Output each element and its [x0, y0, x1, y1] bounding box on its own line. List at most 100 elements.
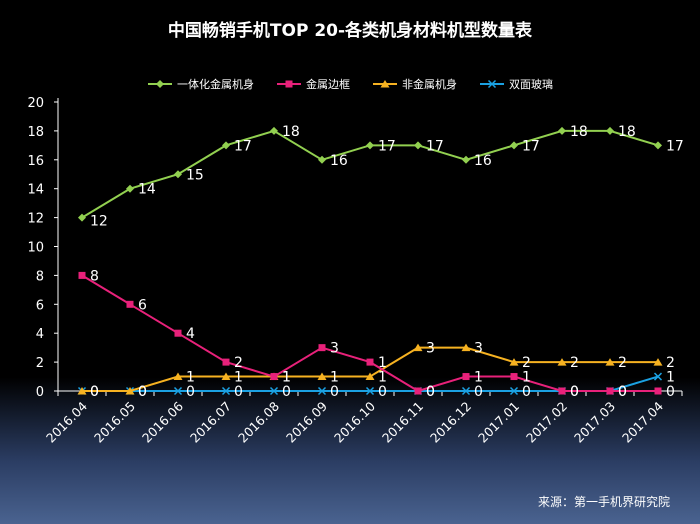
- data-label: 0: [570, 384, 579, 400]
- data-point: [78, 271, 86, 279]
- data-point: [414, 141, 422, 150]
- data-point: [318, 344, 326, 352]
- data-point: [317, 372, 327, 381]
- data-label: 2: [570, 355, 579, 371]
- data-label: 17: [666, 138, 684, 154]
- legend-item: 双面玻璃: [479, 75, 553, 93]
- y-tick-label: 4: [36, 327, 44, 342]
- data-point: [125, 387, 135, 395]
- data-label: 0: [90, 384, 99, 400]
- data-point: [126, 300, 134, 308]
- data-label: 14: [138, 182, 156, 198]
- data-point: [510, 373, 518, 381]
- data-label: 18: [282, 124, 300, 140]
- data-point: [461, 343, 471, 352]
- data-point: [221, 386, 231, 396]
- data-label: 17: [522, 138, 540, 154]
- data-point: [605, 358, 615, 366]
- data-point: [174, 329, 182, 337]
- data-label: 0: [90, 384, 99, 400]
- data-label: 1: [282, 370, 291, 386]
- data-point: [270, 373, 278, 381]
- data-point: [366, 141, 374, 150]
- data-point: [365, 386, 375, 396]
- data-point: [654, 141, 662, 150]
- data-point: [510, 141, 518, 150]
- x-tick-label: 2017.01: [475, 399, 522, 446]
- data-point: [557, 358, 567, 366]
- legend-swatch: [480, 79, 504, 89]
- x-tick-label: 2016.11: [379, 399, 426, 446]
- data-label: 3: [330, 341, 339, 357]
- data-point: [173, 372, 183, 381]
- data-label: 0: [138, 384, 147, 400]
- data-label: 1: [666, 370, 675, 386]
- legend-marker: [380, 80, 390, 88]
- y-tick-label: 2: [36, 356, 44, 371]
- data-point: [77, 387, 87, 395]
- y-tick-label: 18: [27, 125, 44, 140]
- y-tick-label: 12: [27, 212, 44, 227]
- data-label: 1: [522, 370, 531, 386]
- data-point: [366, 358, 374, 366]
- x-tick-label: 2016.10: [331, 398, 378, 445]
- legend-marker: [487, 79, 497, 89]
- y-tick-label: 20: [27, 96, 44, 111]
- data-label: 1: [378, 370, 387, 386]
- data-label: 2: [666, 355, 675, 371]
- data-label: 1: [282, 370, 291, 386]
- data-point: [413, 343, 423, 352]
- data-label: 0: [522, 384, 531, 400]
- data-label: 1: [474, 370, 483, 386]
- y-tick-label: 16: [27, 154, 44, 169]
- data-label: 2: [234, 355, 243, 371]
- data-label: 1: [234, 370, 243, 386]
- data-label: 3: [474, 341, 483, 357]
- y-tick-label: 0: [36, 385, 44, 400]
- data-label: 6: [138, 297, 147, 313]
- data-label: 1: [378, 355, 387, 371]
- data-point: [462, 373, 470, 381]
- data-label: 0: [570, 384, 579, 400]
- data-label: 18: [618, 124, 636, 140]
- y-tick-label: 14: [27, 183, 44, 198]
- data-label: 0: [426, 384, 435, 400]
- data-point: [606, 387, 614, 395]
- legend-item: 金属边框: [276, 75, 350, 93]
- data-label: 0: [186, 384, 195, 400]
- data-label: 16: [330, 153, 348, 169]
- data-label: 16: [474, 153, 492, 169]
- legend-marker: [285, 80, 293, 88]
- x-tick-label: 2017.02: [523, 399, 570, 446]
- data-point: [653, 372, 663, 381]
- data-point: [606, 126, 614, 135]
- data-point: [509, 358, 519, 366]
- data-point: [126, 184, 134, 193]
- data-point: [462, 155, 470, 164]
- data-point: [509, 386, 519, 396]
- data-label: 0: [282, 384, 291, 400]
- data-label: 17: [426, 138, 444, 154]
- data-point: [269, 386, 279, 396]
- data-label: 15: [186, 167, 204, 183]
- x-tick-label: 2016.04: [43, 398, 90, 445]
- data-label: 18: [570, 124, 588, 140]
- x-tick-label: 2017.03: [571, 399, 618, 446]
- data-label: 0: [426, 384, 435, 400]
- x-tick-label: 2016.12: [427, 399, 474, 446]
- data-point: [78, 213, 86, 222]
- data-point: [461, 386, 471, 396]
- chart-title: 中国畅销手机TOP 20-各类机身材料机型数量表: [167, 21, 533, 41]
- data-point: [222, 358, 230, 366]
- data-label: 0: [474, 384, 483, 400]
- data-label: 4: [186, 326, 195, 342]
- y-tick-label: 10: [27, 241, 44, 256]
- legend-label: 非金属机身: [402, 78, 457, 91]
- data-label: 0: [666, 384, 675, 400]
- data-label: 0: [378, 384, 387, 400]
- data-label: 17: [234, 138, 252, 154]
- legend: 一体化金属机身 金属边框 非金属机身 双面玻璃: [0, 75, 700, 93]
- data-point: [173, 386, 183, 396]
- source-note: 来源：第一手机界研究院: [537, 495, 670, 509]
